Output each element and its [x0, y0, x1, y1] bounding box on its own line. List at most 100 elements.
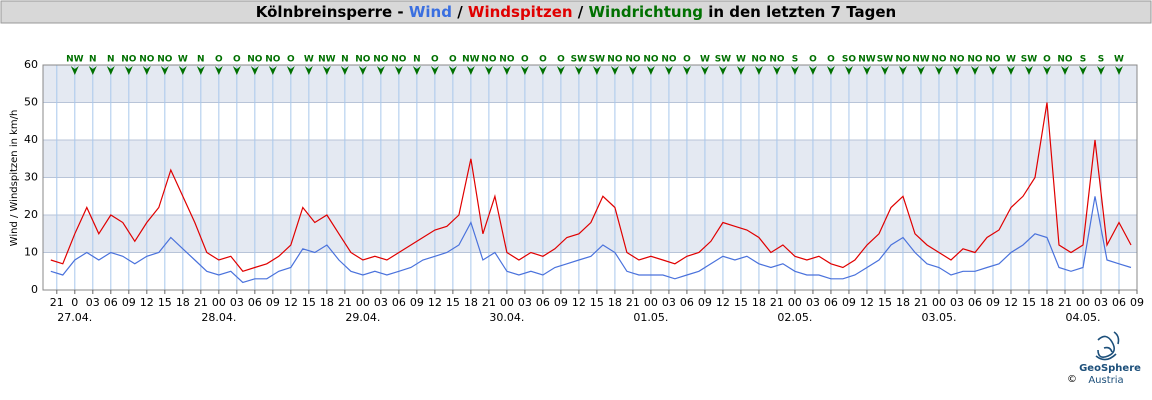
- x-tick-label: 12: [428, 296, 442, 309]
- x-tick-label: 00: [500, 296, 514, 309]
- day-label: 30.04.: [489, 311, 524, 324]
- direction-arrow: [970, 66, 979, 75]
- y-tick-label: 60: [24, 58, 38, 71]
- direction-arrow: [844, 66, 853, 75]
- lines: [50, 102, 1132, 284]
- direction-label: NO: [967, 55, 983, 65]
- x-tick-label: 03: [86, 296, 100, 309]
- day-label: 27.04.: [57, 311, 92, 324]
- direction-label: NO: [265, 55, 281, 65]
- direction-label: NO: [157, 55, 173, 65]
- direction-label: N: [197, 55, 205, 65]
- direction-label: NO: [481, 55, 497, 65]
- direction-label: NO: [247, 55, 263, 65]
- day-label: 28.04.: [201, 311, 236, 324]
- direction-arrow: [538, 66, 547, 75]
- day-label: 01.05.: [633, 311, 668, 324]
- direction-arrow: [340, 66, 349, 75]
- direction-arrow: [502, 66, 511, 75]
- x-tick-label: 18: [320, 296, 334, 309]
- direction-arrow: [628, 66, 637, 75]
- x-tick-label: 12: [716, 296, 730, 309]
- direction-label: S: [792, 55, 798, 65]
- x-tick-label: 21: [1058, 296, 1072, 309]
- direction-label: O: [287, 55, 295, 65]
- direction-arrow: [1024, 66, 1033, 75]
- x-tick-label: 09: [410, 296, 424, 309]
- x-tick-label: 18: [176, 296, 190, 309]
- direction-label: S: [1080, 55, 1086, 65]
- direction-arrow: [934, 66, 943, 75]
- direction-label: W: [1006, 55, 1016, 65]
- direction-label: SO: [842, 55, 856, 65]
- direction-arrow: [898, 66, 907, 75]
- direction-label: W: [736, 55, 746, 65]
- direction-label: NO: [985, 55, 1001, 65]
- direction-label: O: [431, 55, 439, 65]
- x-tick-label: 00: [788, 296, 802, 309]
- title-part: /: [573, 3, 589, 21]
- x-tick-label: 09: [266, 296, 280, 309]
- direction-label: NO: [751, 55, 767, 65]
- direction-label: NW: [858, 55, 876, 65]
- direction-arrow: [376, 66, 385, 75]
- direction-label: W: [1114, 55, 1124, 65]
- x-tick-label: 15: [158, 296, 172, 309]
- title-part: in den letzten 7 Tagen: [703, 3, 896, 21]
- direction-arrow: [664, 66, 673, 75]
- x-tick-label: 03: [662, 296, 676, 309]
- direction-arrow: [106, 66, 115, 75]
- x-tick-label: 06: [536, 296, 550, 309]
- direction-label: O: [809, 55, 817, 65]
- direction-label: NO: [895, 55, 911, 65]
- direction-arrow: [556, 66, 565, 75]
- x-tick-label: 03: [806, 296, 820, 309]
- direction-arrow: [682, 66, 691, 75]
- day-label: 04.05.: [1065, 311, 1100, 324]
- x-tick-label: 15: [590, 296, 604, 309]
- x-tick-label: 12: [140, 296, 154, 309]
- direction-arrow: [142, 66, 151, 75]
- direction-label: NO: [121, 55, 137, 65]
- y-tick-label: 40: [24, 133, 38, 146]
- direction-label: NO: [139, 55, 155, 65]
- direction-label: W: [304, 55, 314, 65]
- direction-label: NW: [318, 55, 336, 65]
- direction-label: NO: [499, 55, 515, 65]
- direction-arrow: [790, 66, 799, 75]
- x-tick-label: 12: [860, 296, 874, 309]
- direction-label: NO: [625, 55, 641, 65]
- day-label: 29.04.: [345, 311, 380, 324]
- direction-arrow: [1006, 66, 1015, 75]
- direction-arrow: [1096, 66, 1105, 75]
- x-tick-label: 00: [212, 296, 226, 309]
- x-tick-label: 18: [1040, 296, 1054, 309]
- direction-arrow: [412, 66, 421, 75]
- direction-arrow: [124, 66, 133, 75]
- direction-arrow: [1042, 66, 1051, 75]
- direction-label: SW: [571, 55, 587, 65]
- labels: 0 10 20 30 40 50 60 21 0 03 06 09 12 15 18 21 00 03 06 09 12…: [24, 55, 1144, 325]
- direction-label: SW: [877, 55, 893, 65]
- band: [43, 140, 1137, 178]
- direction-label: N: [89, 55, 97, 65]
- x-tick-label: 15: [878, 296, 892, 309]
- y-tick-label: 10: [24, 246, 38, 259]
- y-tick-label: 30: [24, 171, 38, 184]
- band: [43, 215, 1137, 253]
- x-tick-label: 09: [698, 296, 712, 309]
- x-tick-label: 00: [356, 296, 370, 309]
- direction-arrow: [610, 66, 619, 75]
- x-tick-label: 21: [770, 296, 784, 309]
- direction-label: NO: [607, 55, 623, 65]
- direction-arrow: [736, 66, 745, 75]
- x-tick-label: 18: [896, 296, 910, 309]
- day-label: 03.05.: [921, 311, 956, 324]
- direction-label: NO: [949, 55, 965, 65]
- direction-label: W: [700, 55, 710, 65]
- chart-title: Kölnbreinsperre - Wind / Windspitzen / W…: [256, 3, 896, 21]
- x-tick-label: 06: [392, 296, 406, 309]
- direction-arrow: [574, 66, 583, 75]
- direction-arrow: [520, 66, 529, 75]
